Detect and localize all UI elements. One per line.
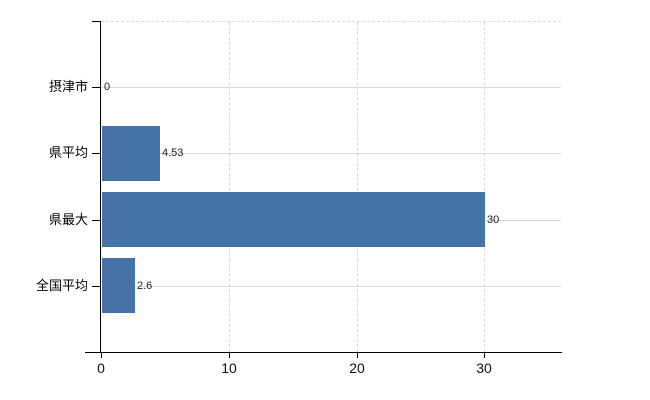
bar <box>102 126 160 181</box>
category-label: 県最大 <box>48 212 88 227</box>
x-tick-label: 20 <box>349 360 365 376</box>
y-axis-line <box>100 21 101 352</box>
category-label: 全国平均 <box>35 278 88 293</box>
y-axis-tick <box>92 21 100 22</box>
x-tick-label: 0 <box>97 360 105 376</box>
x-axis-tick <box>357 353 358 358</box>
y-axis-tick <box>92 220 100 221</box>
value-label: 2.6 <box>137 280 153 292</box>
x-axis-tick <box>101 353 102 358</box>
value-label: 4.53 <box>162 147 184 159</box>
x-axis-tick <box>484 353 485 358</box>
x-axis-line <box>85 352 562 353</box>
x-axis-tick <box>229 353 230 358</box>
x-tick-label: 30 <box>476 360 492 376</box>
x-tick-label: 10 <box>221 360 237 376</box>
horizontal-gridline <box>101 87 561 88</box>
value-label: 0 <box>104 81 111 93</box>
value-label: 30 <box>487 214 500 226</box>
vertical-gridline <box>484 22 485 352</box>
y-axis-tick <box>92 286 100 287</box>
y-axis-tick <box>92 153 100 154</box>
horizontal-gridline <box>101 286 561 287</box>
horizontal-gridline <box>101 153 561 154</box>
plot-top-border <box>101 21 561 22</box>
bar <box>102 258 135 313</box>
vertical-gridline <box>229 22 230 352</box>
vertical-gridline <box>357 22 358 352</box>
bar <box>102 192 485 247</box>
y-axis-tick <box>92 87 100 88</box>
category-label: 摂津市 <box>48 79 88 94</box>
category-label: 県平均 <box>48 145 88 160</box>
